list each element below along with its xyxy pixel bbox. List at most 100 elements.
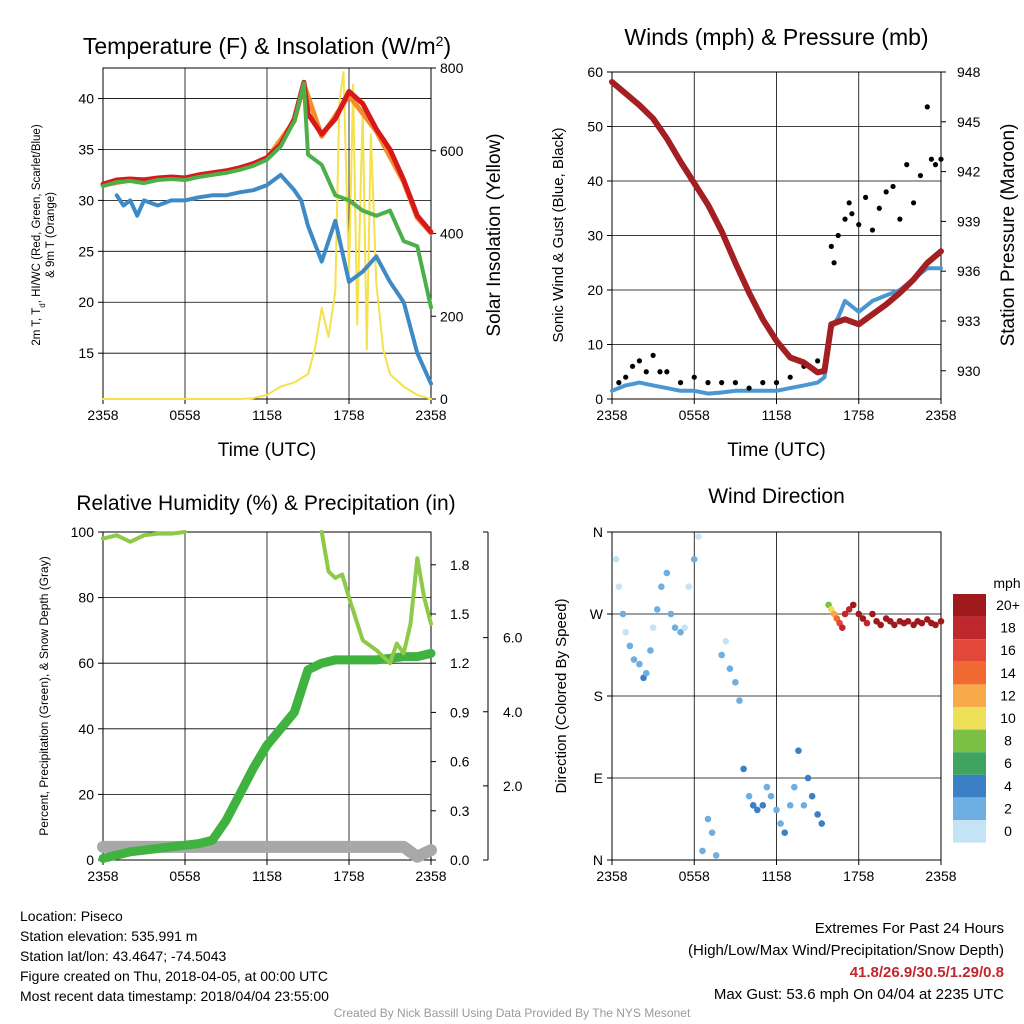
wind-ytick-label: 30 [587,228,603,244]
colorbar-label: 0 [1004,823,1012,839]
rh-ytick-label: 40 [78,721,94,737]
dir-ytick-label: N [593,852,603,868]
gust-point [910,200,917,206]
gust-point [876,205,882,211]
wind-xtick-label: 2358 [925,407,956,423]
temp-ytick-label: 15 [78,345,94,361]
temp-title: Temperature (F) & Insolation (W/m2) [83,33,451,59]
direction-point [615,583,623,590]
direction-point [937,617,945,625]
wind-ytick-label: 10 [587,337,603,353]
gust-point [746,385,752,391]
gust-point [856,222,862,228]
wind-y2tick-label: 948 [957,64,981,80]
direction-point [918,619,926,627]
dir-ylabel: Direction (Colored By Speed) [553,598,570,793]
gust-point [828,243,834,249]
gust-point [842,216,848,222]
gust-point [831,260,837,266]
direction-point [622,628,630,636]
gust-point [890,183,896,190]
colorbar-label: 14 [1000,665,1016,681]
direction-point [845,606,853,613]
gust-point [835,232,841,239]
precipitation-line [98,648,436,863]
gust-point [732,380,738,386]
dir-ytick-label: N [593,524,603,540]
gust-point [629,363,636,369]
colorbar-swatch [953,774,986,798]
colorbar-swatch [953,752,986,775]
colorbar-swatch [953,707,986,730]
direction-point [932,621,939,629]
wind-y2tick-label: 936 [957,263,981,279]
dir-title: Wind Direction [708,485,845,508]
colorbar-swatch [953,594,986,617]
temp-ytick-label: 20 [78,294,94,310]
direction-point [636,660,643,668]
direction-point [818,820,826,827]
gust-point [677,380,684,386]
rh-xtick-label: 0558 [169,868,200,884]
gust-point [650,352,656,358]
extremes-max-gust: Max Gust: 53.6 mph On 04/04 at 2235 UTC [713,986,1004,1003]
gust-point [897,216,903,222]
wind-ylabel-right: Station Pressure (Maroon) [998,124,1019,347]
gust-point [691,374,697,380]
rh-ytick-label: 0 [86,852,94,868]
colorbar-title: mph [993,575,1020,591]
dir-ytick-label: E [594,770,603,786]
temp-y2tick-label: 200 [440,308,464,324]
gust-point [616,380,622,386]
rh-ytick-label: 60 [78,655,94,671]
temp-y2tick-label: 800 [440,60,464,76]
temp-y2tick-label: 0 [440,391,448,407]
direction-point [736,697,743,704]
direction-point [626,642,634,650]
rh-title: Relative Humidity (%) & Precipitation (i… [76,492,455,515]
gust-point [938,156,944,162]
gust-point [924,104,930,110]
temp-ytick-label: 40 [78,91,94,107]
figure-created: Figure created on Thu, 2018-04-05, at 00… [20,968,328,984]
direction-point [704,815,712,823]
direction-point [891,621,898,629]
rh-ytick-label: 20 [78,786,94,802]
direction-point [777,820,784,827]
temp-y2tick-label: 400 [440,226,464,242]
direction-point [745,792,753,800]
extremes-title: Extremes For Past 24 Hours [814,920,1004,937]
gust-point [904,162,910,168]
colorbar-label: 20+ [996,597,1020,613]
direction-point [808,792,816,800]
temp-ytick-label: 35 [78,141,94,157]
gust-point [917,172,924,179]
wind-y2tick-label: 933 [957,313,981,329]
rh-xtick-label: 2358 [415,868,446,884]
snow-axis-label: 4.0 [503,704,523,720]
direction-point [759,802,767,809]
direction-point [804,774,812,782]
wind-xlabel: Time (UTC) [727,440,826,461]
colorbar-swatch [953,616,986,640]
dir-xtick-label: 2358 [925,868,956,884]
wind-xtick-label: 0558 [679,407,710,423]
direction-point [786,802,794,809]
gust-point [883,189,889,195]
wind-ytick-label: 20 [587,282,603,298]
extremes-subtitle: (High/Low/Max Wind/Precipitation/Snow De… [688,942,1004,959]
station-latlon: Station lat/lon: 43.4647; -74.5043 [20,948,227,964]
direction-point [726,665,734,672]
rh-y2tick-label: 0.6 [450,754,470,770]
colorbar-label: 16 [1000,642,1016,658]
rh-frame [102,531,432,861]
wind-y2tick-label: 939 [957,213,981,229]
gust-point [928,156,935,162]
direction-point [749,802,757,809]
rh-y2tick-label: 0.3 [450,803,470,819]
direction-point [649,624,657,631]
snow-axis-label: 2.0 [503,778,523,794]
direction-point [712,852,720,859]
direction-point [904,617,912,625]
